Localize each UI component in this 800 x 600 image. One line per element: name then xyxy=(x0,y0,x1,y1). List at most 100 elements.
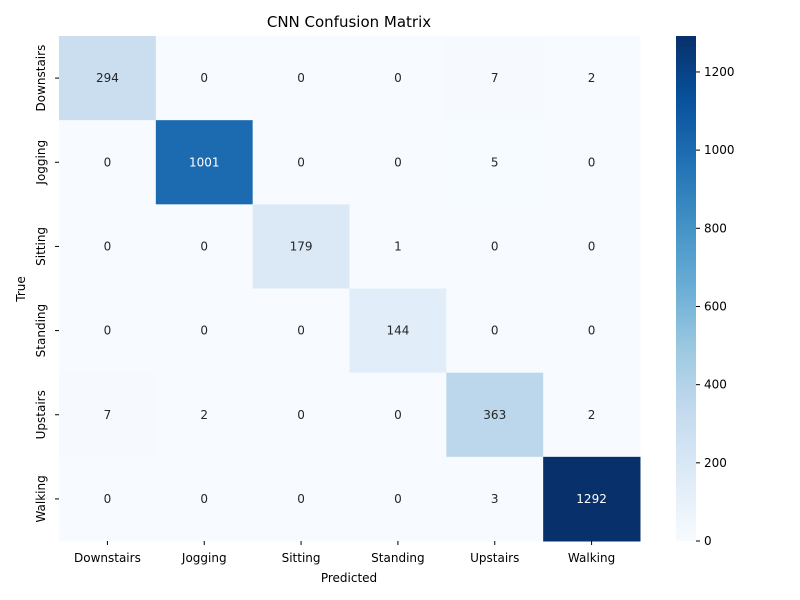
y-axis-ticks: Downstairs Jogging Sitting Standing Upstairs… xyxy=(34,45,59,523)
y-tick-label: Walking xyxy=(34,475,48,522)
heatmap-cell xyxy=(446,120,544,205)
y-tick-label: Upstairs xyxy=(34,390,48,439)
y-tick-label: Downstairs xyxy=(34,45,48,112)
heatmap-cell xyxy=(446,372,544,458)
colorbar-tick-label: 600 xyxy=(704,299,727,313)
cell-value-label: 0 xyxy=(588,155,596,169)
cell-value-label: 0 xyxy=(394,71,402,85)
heatmap-cell xyxy=(446,456,544,542)
heatmap-cell xyxy=(349,120,447,205)
cell-value-label: 2 xyxy=(200,408,208,422)
colorbar-tick-label: 0 xyxy=(704,534,712,548)
x-axis-ticks: Downstairs Jogging Sitting Standing Upstairs… xyxy=(74,541,615,565)
x-tick-label: Jogging xyxy=(181,551,227,565)
heatmap-cell xyxy=(349,456,447,542)
cell-value-label: 0 xyxy=(200,71,208,85)
cell-value-label: 0 xyxy=(200,492,208,506)
cell-value-label: 0 xyxy=(394,408,402,422)
heatmap-cell xyxy=(155,372,254,458)
cell-value-label: 0 xyxy=(200,239,208,253)
x-tick-label: Sitting xyxy=(282,551,321,565)
heatmap-cell xyxy=(543,288,641,374)
cell-value-label: 0 xyxy=(200,324,208,338)
y-tick-label: Jogging xyxy=(34,140,48,186)
cell-value-label: 0 xyxy=(104,324,112,338)
heatmap-cell xyxy=(349,36,447,121)
heatmap-cell xyxy=(252,288,350,374)
heatmap-cell xyxy=(59,288,157,374)
heatmap-cell xyxy=(59,204,157,289)
cell-value-label: 0 xyxy=(297,492,305,506)
heatmap-cell xyxy=(155,456,254,542)
cell-value-label: 179 xyxy=(290,239,313,253)
cell-value-label: 0 xyxy=(394,155,402,169)
heatmap-cell xyxy=(543,120,641,205)
x-tick-label: Downstairs xyxy=(74,551,141,565)
cell-value-label: 7 xyxy=(491,71,499,85)
cell-value-label: 3 xyxy=(491,492,499,506)
chart-title: CNN Confusion Matrix xyxy=(267,13,431,31)
heatmap-cell xyxy=(543,456,641,542)
heatmap-cells: 294 0 0 0 7 2 0 1001 0 0 5 0 0 0 179 1 0 0 0 0 0 144 0 0 7 2 0 0 363… xyxy=(59,36,641,542)
heatmap-cell xyxy=(252,456,350,542)
cell-value-label: 0 xyxy=(297,408,305,422)
heatmap-cell xyxy=(59,372,157,458)
heatmap-cell xyxy=(349,372,447,458)
cell-value-label: 144 xyxy=(386,324,409,338)
cell-value-label: 363 xyxy=(483,408,506,422)
y-tick-label: Sitting xyxy=(34,227,48,266)
colorbar-tick-label: 400 xyxy=(704,378,727,392)
colorbar-tick-label: 1200 xyxy=(704,65,735,79)
heatmap-cell xyxy=(155,36,254,121)
cell-value-label: 5 xyxy=(491,155,499,169)
cell-value-label: 0 xyxy=(588,239,596,253)
heatmap-cell xyxy=(252,36,350,121)
colorbar-ticks: 0 200 400 600 800 1000 1200 xyxy=(696,65,735,548)
x-tick-label: Standing xyxy=(371,551,424,565)
x-tick-label: Upstairs xyxy=(470,551,519,565)
heatmap-cell xyxy=(155,120,254,205)
cell-value-label: 0 xyxy=(104,239,112,253)
heatmap-cell xyxy=(349,288,447,374)
colorbar-tick-label: 200 xyxy=(704,456,727,470)
heatmap-cell xyxy=(252,372,350,458)
cell-value-label: 7 xyxy=(104,408,112,422)
cell-value-label: 0 xyxy=(394,492,402,506)
x-axis-label: Predicted xyxy=(321,571,377,585)
heatmap-cell xyxy=(446,288,544,374)
heatmap-cell xyxy=(446,36,544,121)
cell-value-label: 1292 xyxy=(576,492,607,506)
y-axis-label: True xyxy=(14,276,28,303)
heatmap-cell xyxy=(543,204,641,289)
cell-value-label: 0 xyxy=(104,492,112,506)
cell-value-label: 2 xyxy=(588,408,596,422)
cell-value-label: 0 xyxy=(297,71,305,85)
heatmap-cell xyxy=(155,204,254,289)
heatmap-cell xyxy=(252,120,350,205)
colorbar xyxy=(676,36,696,541)
heatmap-cell xyxy=(59,456,157,542)
cell-value-label: 1001 xyxy=(189,155,220,169)
cell-value-label: 0 xyxy=(297,155,305,169)
heatmap-cell xyxy=(155,288,254,374)
cell-value-label: 0 xyxy=(297,324,305,338)
x-tick-label: Walking xyxy=(568,551,615,565)
cell-value-label: 0 xyxy=(588,324,596,338)
cell-value-label: 0 xyxy=(104,155,112,169)
cell-value-label: 294 xyxy=(96,71,119,85)
heatmap-cell xyxy=(59,36,157,121)
heatmap-cell xyxy=(543,372,641,458)
heatmap-cell xyxy=(59,120,157,205)
cell-value-label: 1 xyxy=(394,239,402,253)
y-tick-label: Standing xyxy=(34,304,48,357)
heatmap-cell xyxy=(543,36,641,121)
cell-value-label: 0 xyxy=(491,239,499,253)
heatmap-cell xyxy=(252,204,350,289)
colorbar-tick-label: 800 xyxy=(704,221,727,235)
cell-value-label: 2 xyxy=(588,71,596,85)
colorbar-tick-label: 1000 xyxy=(704,143,735,157)
heatmap-cell xyxy=(349,204,447,289)
cell-value-label: 0 xyxy=(491,324,499,338)
heatmap-cell xyxy=(446,204,544,289)
